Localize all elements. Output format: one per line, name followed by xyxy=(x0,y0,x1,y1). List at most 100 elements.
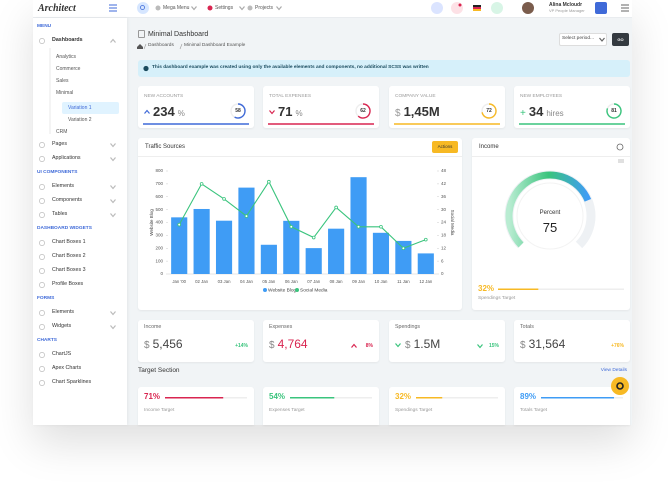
actions-button-text[interactable]: Actions xyxy=(437,143,453,149)
total-value-row: $31,564 xyxy=(520,338,565,351)
target-name: Totals Target xyxy=(520,407,548,413)
stat-value-row: $1,45M xyxy=(395,105,440,119)
total-label: Income xyxy=(144,324,162,331)
sidebar-subitem[interactable]: CRM xyxy=(56,128,68,135)
sidebar-item[interactable]: Apex Charts xyxy=(52,365,82,372)
total-change: +76% xyxy=(611,342,624,349)
sidebar-subitem[interactable]: Variation 2 xyxy=(68,116,92,123)
sidebar-item[interactable]: Dashboards xyxy=(52,37,83,44)
sidebar-item[interactable]: Elements xyxy=(52,309,75,316)
line-marker xyxy=(244,214,249,218)
line-marker xyxy=(334,205,338,210)
period-select-text[interactable]: Select period... xyxy=(562,36,594,42)
sidebar-item[interactable]: Chart Boxes 2 xyxy=(52,253,86,260)
user-name: Alina Mcloudr xyxy=(549,1,583,8)
x-tick-label: 02 Jan xyxy=(195,279,209,284)
arrow-icon xyxy=(110,213,116,218)
go-button[interactable] xyxy=(612,33,629,46)
sidebar-item[interactable]: Pages xyxy=(52,141,68,148)
sidebar-subitem[interactable]: Variation 1 xyxy=(68,104,92,111)
actions-button[interactable] xyxy=(432,141,458,153)
header-menu-item[interactable]: Settings xyxy=(215,4,234,11)
stat-value: 34 xyxy=(528,104,544,119)
header-menu-item[interactable]: Projects xyxy=(255,4,274,11)
stat-value-row: 234% xyxy=(153,105,185,118)
stat-label: COMPANY VALUE xyxy=(395,93,436,99)
bar xyxy=(283,220,300,274)
sidebar-icon xyxy=(39,38,45,44)
progress-bar xyxy=(541,397,614,399)
flag-icon xyxy=(473,7,481,9)
sidebar-icon xyxy=(39,352,45,358)
stat-suffix: hires xyxy=(546,109,564,118)
view-details-link[interactable]: View Details xyxy=(600,367,627,373)
stat-value-row: 71% xyxy=(278,105,303,118)
y2-tick-label: 0 xyxy=(441,271,444,276)
x-tick-label: 07 Jan xyxy=(307,279,321,284)
target-value: 54% xyxy=(269,392,286,401)
y-tick-label: 300 xyxy=(155,233,163,238)
header-menu-item[interactable]: Mega Menu xyxy=(163,4,190,11)
y-tick-label: 200 xyxy=(155,245,163,250)
header-icon-button xyxy=(451,2,463,14)
user-button xyxy=(595,2,607,14)
x-tick-label: 10 Jan xyxy=(375,279,389,284)
bar xyxy=(417,253,434,274)
total-card xyxy=(138,320,254,362)
x-tick-label: 04 Jan xyxy=(240,279,254,284)
stat-value: 234 xyxy=(153,104,175,119)
arrow-icon xyxy=(269,110,275,115)
traffic-card xyxy=(138,138,462,310)
sidebar-subitem[interactable]: Analytics xyxy=(56,53,77,60)
progress-bar xyxy=(290,397,335,399)
breadcrumb-separator xyxy=(143,43,147,50)
menu-icon xyxy=(207,5,213,11)
sidebar xyxy=(33,18,127,425)
arrow-icon xyxy=(144,109,150,114)
chart-title: Traffic Sources xyxy=(145,144,186,150)
sidebar-item[interactable]: Applications xyxy=(52,155,81,162)
gauge-value: 75 xyxy=(542,219,558,235)
sidebar-item[interactable]: Components xyxy=(52,197,83,204)
line-marker xyxy=(401,246,406,251)
sidebar-icon xyxy=(39,380,45,386)
y2-tick-label: 12 xyxy=(441,245,447,250)
sidebar-subitem[interactable]: Sales xyxy=(56,77,69,84)
sidebar-item[interactable]: Chart Sparklines xyxy=(52,379,92,386)
x-tick-label: 09 Jan xyxy=(352,279,366,284)
total-value-row: $5,456 xyxy=(144,338,183,351)
sidebar-section-title: UI COMPONENTS xyxy=(37,169,78,175)
sidebar-item[interactable]: Profile Boxes xyxy=(52,281,84,288)
total-label: Spendings xyxy=(395,324,421,331)
arrow-icon xyxy=(191,6,197,11)
period-select[interactable] xyxy=(559,33,607,46)
sidebar-item[interactable]: Widgets xyxy=(52,323,72,330)
bar xyxy=(372,232,390,274)
settings-fab[interactable] xyxy=(611,377,629,395)
sidebar-item[interactable]: ChartJS xyxy=(52,351,72,358)
arrow-icon xyxy=(110,38,116,43)
line-marker xyxy=(289,224,294,229)
search-icon xyxy=(140,5,145,10)
y-tick-label: 600 xyxy=(155,194,163,199)
sidebar-subitem[interactable]: Commerce xyxy=(56,65,81,72)
x-tick-label: 12 Jan xyxy=(419,279,433,284)
sidebar-item[interactable]: Elements xyxy=(52,183,75,190)
breadcrumb-item[interactable]: Dashboards xyxy=(148,43,174,49)
sidebar-item[interactable]: Chart Boxes 1 xyxy=(52,239,86,246)
stat-label: NEW ACCOUNTS xyxy=(144,93,184,99)
y2-tick-label: 18 xyxy=(441,233,447,238)
y-tick-label: 500 xyxy=(155,207,163,212)
sidebar-subitem[interactable]: Minimal xyxy=(56,89,74,96)
legend-label: Website Blog xyxy=(268,287,297,293)
go-button-text[interactable]: GO xyxy=(617,36,624,42)
y2-tick-label: 36 xyxy=(441,194,447,199)
breadcrumb-item: Minimal Dashboard Example xyxy=(184,43,246,49)
user-role: VP People Manager xyxy=(549,8,585,13)
legend-swatch xyxy=(263,288,267,292)
alert xyxy=(138,60,630,77)
sidebar-item[interactable]: Tables xyxy=(52,211,68,218)
sidebar-item[interactable]: Chart Boxes 3 xyxy=(52,267,86,274)
stat-label: NEW EMPLOYEES xyxy=(520,93,563,99)
arrow-icon xyxy=(110,311,116,316)
